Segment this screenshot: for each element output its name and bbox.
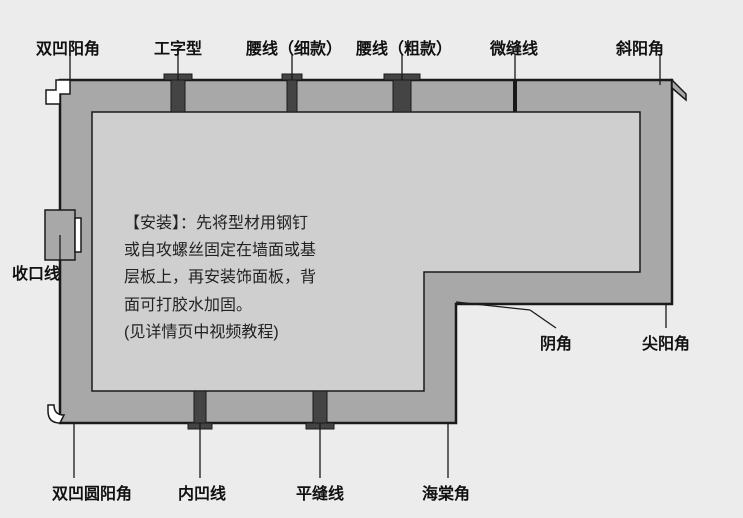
instruction-line: 【安装】：先将型材用钢钉 <box>124 210 394 237</box>
instruction-line: (见详情页中视频教程) <box>124 319 394 346</box>
installation-instruction: 【安装】：先将型材用钢钉或自攻螺丝固定在墙面或基层板上，再安装饰面板，背面可打胶… <box>124 210 394 346</box>
sharp-outer-corner-label: 尖阳角 <box>642 330 690 354</box>
conn-waist-thin <box>287 80 297 112</box>
instruction-line: 或自攻螺丝固定在墙面或基 <box>124 237 394 264</box>
bevel-corner-shape <box>672 80 686 100</box>
conn-i-shape <box>171 80 185 112</box>
flat-seam-label: 平缝线 <box>296 480 344 504</box>
double-concave-round-corner-label: 双凹圆阳角 <box>52 480 132 504</box>
conn-inner-concave <box>194 391 206 423</box>
edge-trim-label: 收口线 <box>12 260 60 284</box>
begonia-corner-label: 海棠角 <box>422 480 470 504</box>
waist-thin-label: 腰线（细款） <box>246 35 342 59</box>
i-shape-label: 工字型 <box>154 35 202 59</box>
inner-corner-label: 阴角 <box>540 330 572 354</box>
micro-seam-label: 微缝线 <box>490 35 538 59</box>
inner-corner-leader <box>530 310 556 328</box>
instruction-line: 层板上，再安装饰面板，背 <box>124 264 394 291</box>
bevel-corner-label: 斜阳角 <box>616 35 664 59</box>
double-concave-outer-corner-label: 双凹阳角 <box>36 35 100 59</box>
inner-concave-label: 内凹线 <box>178 480 226 504</box>
instruction-line: 面可打胶水加固。 <box>124 292 394 319</box>
edge-trim-shape-clip <box>75 218 81 252</box>
waist-thick-label: 腰线（粗款） <box>356 35 452 59</box>
conn-waist-thick <box>393 80 411 112</box>
conn-micro-seam <box>513 80 517 112</box>
conn-flat-seam <box>313 391 327 423</box>
